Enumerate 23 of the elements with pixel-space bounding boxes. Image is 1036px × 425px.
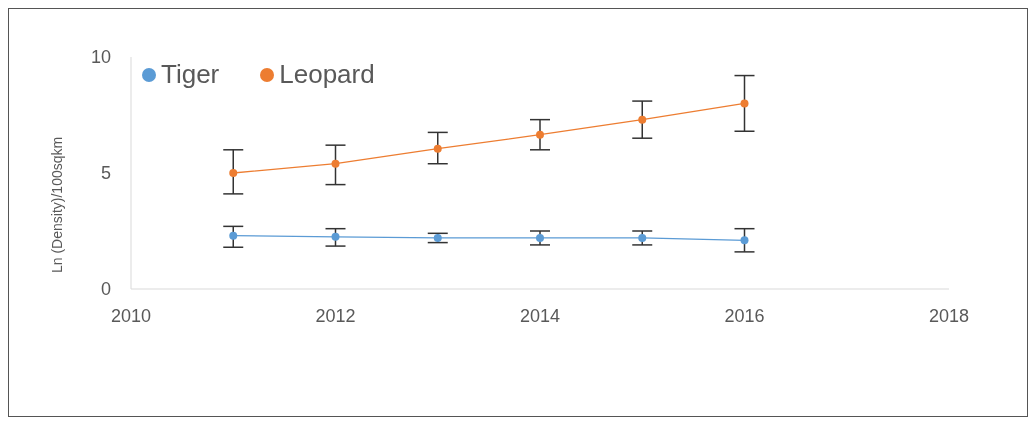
- point: [536, 233, 544, 242]
- point: [638, 233, 647, 242]
- x-tick-label: 2014: [519, 305, 561, 326]
- y-tick-label: 0: [100, 279, 111, 300]
- point: [229, 169, 238, 177]
- y-tick-label: 5: [100, 163, 111, 184]
- x-tick-label: 2016: [724, 305, 765, 326]
- point: [740, 99, 749, 108]
- y-tick-label: 10: [90, 47, 111, 68]
- point: [638, 115, 647, 124]
- point: [331, 159, 340, 168]
- point: [229, 231, 238, 240]
- point: [331, 232, 340, 241]
- legend-label: Tiger: [160, 59, 220, 90]
- x-tick-label: 2012: [315, 305, 356, 326]
- legend-label: Leopard: [278, 59, 375, 90]
- point: [740, 236, 749, 245]
- point: [433, 233, 442, 242]
- x-tick-label: 2018: [928, 305, 970, 326]
- x-tick-label: 2010: [110, 305, 152, 326]
- point: [536, 130, 544, 139]
- point: [433, 144, 442, 153]
- y-axis-title: Ln (Density)/100sqkm: [48, 136, 65, 273]
